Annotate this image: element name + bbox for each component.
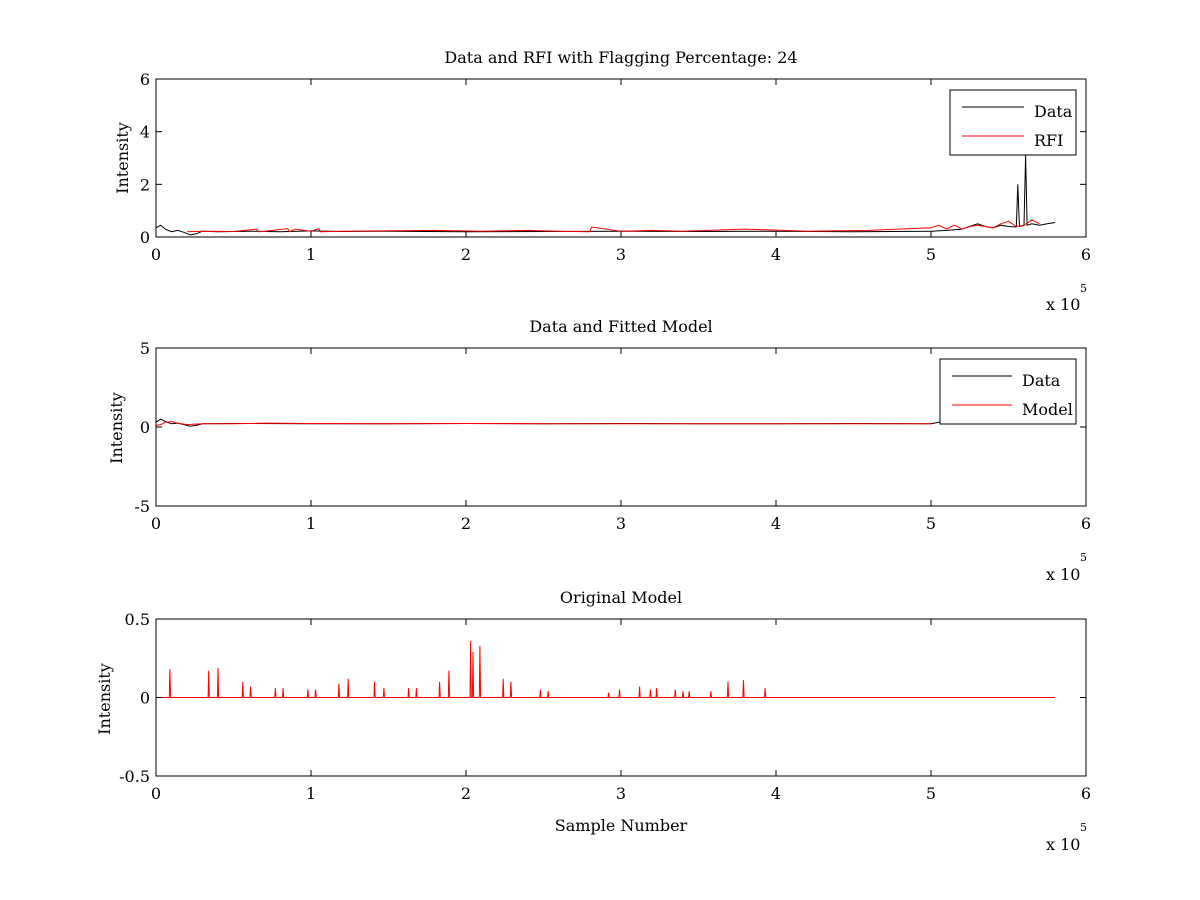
x-tick-label: 6 (1081, 784, 1091, 803)
x-tick-label: 4 (771, 514, 781, 533)
panel-1-ylabel: Intensity (113, 122, 132, 194)
y-tick-label: 0 (140, 689, 150, 708)
panel-1-legend-label-rfi: RFI (1034, 131, 1063, 150)
x-tick-label: 6 (1081, 245, 1091, 264)
panel-3-plot (156, 640, 1055, 698)
x-tick-label: 3 (616, 514, 626, 533)
x-tick-label: 1 (306, 514, 316, 533)
panel-2-legend-label-data: Data (1022, 371, 1061, 390)
panel-3-title: Original Model (560, 588, 682, 607)
panel-3-series-line (156, 640, 1055, 698)
panel-1-legend-label-data: Data (1034, 102, 1073, 121)
x-tick-label: 5 (926, 784, 936, 803)
x-tick-label: 5 (926, 245, 936, 264)
panel-2-title: Data and Fitted Model (529, 317, 712, 336)
x-tick-label: 3 (616, 245, 626, 264)
x-tick-label: 2 (461, 245, 471, 264)
y-tick-label: 2 (140, 175, 150, 194)
panel-2-ylabel: Intensity (107, 392, 126, 464)
x-tick-label: 3 (616, 784, 626, 803)
panel-1: Data and RFI with Flagging Percentage: 2… (113, 48, 1091, 314)
panel-3-x-exponent: 5 (1080, 821, 1087, 834)
x-tick-label: 6 (1081, 514, 1091, 533)
panel-2-x-exponent: 5 (1080, 551, 1087, 564)
y-tick-label: -0.5 (119, 767, 150, 786)
x-tick-label: 1 (306, 784, 316, 803)
panel-2: Data and Fitted Model Intensity 0 1 2 3 4 5 6 -… (107, 317, 1091, 584)
x-tick-label: 4 (771, 245, 781, 264)
y-tick-label: 5 (140, 339, 150, 358)
panel-2-series-model (155, 420, 931, 426)
panel-1-ticks: 0 1 2 3 4 5 6 0 2 4 6 (140, 70, 1091, 264)
panel-1-x-exponent: 5 (1080, 282, 1087, 295)
x-tick-label: 0 (151, 514, 161, 533)
panel-2-ticks: 0 1 2 3 4 5 6-505 (134, 339, 1091, 533)
panel-3-ticks: 0 1 2 3 4 5 6-0.500.5 (119, 610, 1091, 803)
y-tick-label: 0.5 (125, 610, 150, 629)
y-tick-label: 6 (140, 70, 150, 89)
x-tick-label: 0 (151, 245, 161, 264)
y-tick-label: 0 (140, 228, 150, 247)
panel-2-legend-box (939, 358, 1077, 425)
x-tick-label: 0 (151, 784, 161, 803)
panel-1-x-multiplier: x 10 (1046, 295, 1080, 314)
y-tick-label: 0 (140, 418, 150, 437)
panel-2-legend-label-model: Model (1022, 400, 1073, 419)
x-tick-label: 4 (771, 784, 781, 803)
x-tick-label: 2 (461, 514, 471, 533)
panel-2-x-multiplier: x 10 (1046, 565, 1080, 584)
panel-2-legend: Data Model (939, 358, 1077, 425)
panel-1-legend: Data RFI (949, 89, 1077, 156)
panel-3-x-multiplier: x 10 (1046, 835, 1080, 854)
panel-1-legend-box (949, 89, 1077, 156)
panel-3-ylabel: Intensity (95, 663, 114, 735)
panel-1-title: Data and RFI with Flagging Percentage: 2… (444, 48, 797, 67)
x-tick-label: 1 (306, 245, 316, 264)
x-tick-label: 2 (461, 784, 471, 803)
panel-3-xlabel: Sample Number (555, 816, 688, 835)
x-tick-label: 5 (926, 514, 936, 533)
y-tick-label: 4 (140, 123, 150, 142)
y-tick-label: -5 (134, 497, 150, 516)
panel-3: Original Model Intensity 0 1 2 3 4 5 6-0.500.5… (95, 588, 1091, 854)
panel-2-plot (155, 418, 947, 427)
